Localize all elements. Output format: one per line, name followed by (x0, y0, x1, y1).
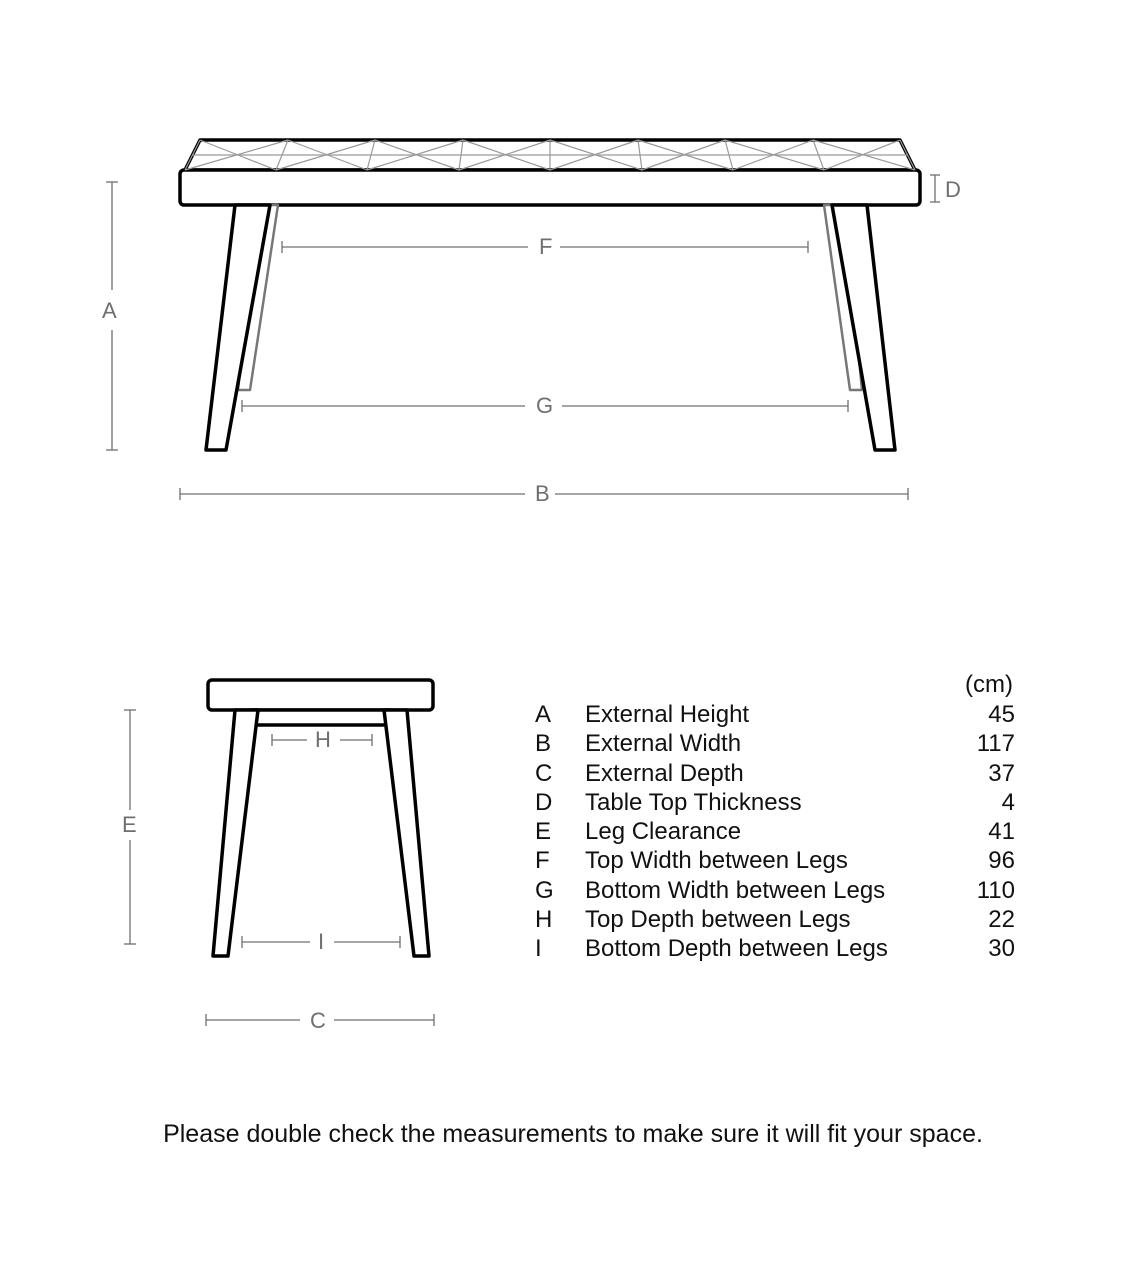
measure-label: External Height (585, 700, 955, 729)
dim-label-C: C (310, 1008, 326, 1033)
measure-value: 45 (955, 700, 1015, 729)
measure-key: H (535, 905, 585, 934)
measure-label: Top Width between Legs (585, 846, 955, 875)
side-tabletop (208, 680, 433, 710)
side-leg-left (213, 710, 258, 956)
measure-label: External Depth (585, 759, 955, 788)
measure-key: C (535, 759, 585, 788)
dim-label-E: E (122, 812, 137, 837)
measure-value: 110 (955, 876, 1015, 905)
table-row: G Bottom Width between Legs 110 (535, 876, 1015, 905)
side-dimension-lines (124, 710, 434, 1026)
table-row: H Top Depth between Legs 22 (535, 905, 1015, 934)
dim-label-F: F (539, 234, 552, 259)
dim-label-D: D (945, 177, 961, 202)
measure-label: External Width (585, 729, 955, 758)
table-row: B External Width 117 (535, 729, 1015, 758)
measure-key: D (535, 788, 585, 817)
measure-value: 37 (955, 759, 1015, 788)
footnote-text: Please double check the measurements to … (0, 1120, 1146, 1149)
dim-label-B: B (535, 481, 550, 506)
dim-label-G: G (536, 393, 553, 418)
measure-key: A (535, 700, 585, 729)
table-row: F Top Width between Legs 96 (535, 846, 1015, 875)
side-view-svg: E H I C (0, 640, 500, 1070)
measure-key: F (535, 846, 585, 875)
dimension-diagram-page: A D F G B (0, 0, 1146, 1282)
side-leg-right (384, 710, 429, 956)
measure-value: 117 (955, 729, 1015, 758)
table-row: A External Height 45 (535, 700, 1015, 729)
measure-key: I (535, 934, 585, 963)
measure-value: 41 (955, 817, 1015, 846)
measure-key: E (535, 817, 585, 846)
measure-value: 30 (955, 934, 1015, 963)
units-header: (cm) (965, 670, 1013, 699)
dim-label-I: I (318, 929, 324, 954)
dim-label-A: A (102, 298, 117, 323)
front-view-svg: A D F G B (0, 0, 1146, 560)
measure-label: Table Top Thickness (585, 788, 955, 817)
measure-value: 22 (955, 905, 1015, 934)
measure-value: 96 (955, 846, 1015, 875)
measure-key: B (535, 729, 585, 758)
measure-label: Leg Clearance (585, 817, 955, 846)
front-tabletop-face (180, 170, 920, 205)
measure-label: Bottom Depth between Legs (585, 934, 955, 963)
measurements-table: (cm) A External Height 45 B External Wid… (535, 700, 1015, 963)
side-apron (252, 710, 390, 725)
table-row: C External Depth 37 (535, 759, 1015, 788)
table-row: I Bottom Depth between Legs 30 (535, 934, 1015, 963)
table-row: D Table Top Thickness 4 (535, 788, 1015, 817)
table-row: E Leg Clearance 41 (535, 817, 1015, 846)
measure-value: 4 (955, 788, 1015, 817)
measure-label: Bottom Width between Legs (585, 876, 955, 905)
measure-label: Top Depth between Legs (585, 905, 955, 934)
dim-label-H: H (315, 727, 331, 752)
measure-key: G (535, 876, 585, 905)
